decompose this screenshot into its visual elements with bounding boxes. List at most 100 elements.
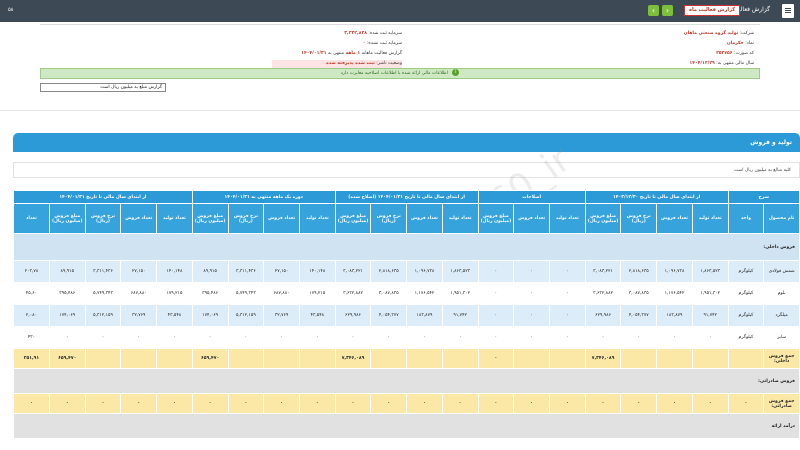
table-cell: ۶۸۷,۸۸۰: [120, 282, 158, 305]
report-type-button[interactable]: گزارش فعالیت ماه: [684, 5, 741, 16]
table-cell: ۰: [441, 326, 479, 349]
table-cell: ۱,۱۷۶,۵۴۲: [656, 282, 693, 305]
mismatch-notice: i اطلاعات مالی ارائه شده با اطلاعات اصلا…: [40, 68, 760, 79]
section-title: تولید و فروش: [13, 133, 800, 152]
export-total-cell: ۰: [120, 393, 158, 414]
column-header: تعداد تولید: [691, 203, 729, 234]
total-cell: ۲۵۱,۹۱: [13, 348, 50, 369]
table-cell: ۵,۷۴۹,۳۴۳: [227, 282, 265, 305]
export-total-label: جمع فروش صادراتی:: [763, 393, 800, 414]
table-cell: ۴۵,۶۰: [13, 282, 50, 305]
table-cell: ۰: [477, 260, 515, 283]
table-cell: ۰: [656, 326, 693, 349]
total-cell: [441, 348, 479, 369]
group-label: فروش صادراتی:: [13, 368, 800, 394]
total-cell: [227, 348, 265, 369]
column-header: تعداد فروش: [513, 203, 550, 234]
table-row: میلگرد کیلوگرم ۹۱,۷۴۲ ۱۸۳,۸۷۹ ۴,۰۵۴,۳۷۷ ۶۲۹,۹…: [13, 304, 800, 327]
table-cell: ۰: [548, 326, 586, 349]
table-cell: ۰: [48, 326, 86, 349]
total-cell: [656, 348, 693, 369]
code-label: کد صورت:: [733, 51, 754, 56]
table-cell: ۵,۳۱۲,۱۵۹: [84, 304, 122, 327]
table-cell: ۱۸۳,۸۷۹: [406, 304, 443, 327]
table-cell: ۱,۹۵۱,۳۰۲: [441, 282, 479, 305]
export-total-cell: ۰: [370, 393, 408, 414]
report-document-icon: [782, 4, 794, 18]
table-cell: ۳۹۵,۴۸۶: [191, 282, 229, 305]
column-header: مبلغ فروش (میلیون ریال): [191, 203, 229, 234]
table-cell: ۸۹,۹۱۵: [191, 260, 229, 283]
table-cell: میلگرد: [763, 304, 800, 327]
export-total-cell: ۰: [620, 393, 658, 414]
table-cell: ۰: [191, 326, 229, 349]
table-cell: ۰: [84, 326, 122, 349]
column-header: مبلغ فروش (میلیون ریال): [477, 203, 515, 234]
table-cell: ۳,۳۱۱,۴۳۶: [84, 260, 122, 283]
table-cell: ۱۷۴,۰۶۹: [191, 304, 229, 327]
table-cell: ۰: [513, 260, 550, 283]
export-total-cell: ۰: [156, 393, 193, 414]
table-cell: ۳۲,۷۶۹: [263, 304, 300, 327]
table-cell: شمش فولادی: [763, 260, 800, 283]
table-cell: ۲۷,۱۵۰: [120, 260, 158, 283]
table-cell: ۳,۰۸۳,۲۲۱: [584, 260, 622, 283]
column-header: تعداد فروش: [263, 203, 300, 234]
column-group-header: شرح: [727, 190, 800, 204]
table-cell: سایر: [763, 326, 800, 349]
export-total-cell: ۰: [727, 393, 765, 414]
table-cell: ۰: [584, 326, 622, 349]
capital-label: سرمایه ثبت شده:: [368, 31, 402, 36]
report-label: گزارش فعالیت ماهانه: [361, 51, 402, 56]
production-sales-table: شرح از ابتدای سال مالی تا تاریخ ۱۴۰۳/۱۲/۳…: [13, 190, 800, 439]
table-cell: ۰: [513, 282, 550, 305]
fiscal-year-label: سال مالی منتهی به:: [716, 61, 754, 66]
unregistered-capital-label: سرمایه ثبت نشده:: [366, 41, 402, 46]
table-cell: ۶۲۹,۹۸۶: [334, 304, 372, 327]
column-header: نرخ فروش (ریال): [370, 203, 408, 234]
unit-select[interactable]: گزارش مبلغ به میلیون ریال است: [40, 83, 166, 92]
prev-arrow-icon[interactable]: ‹: [648, 5, 659, 16]
table-cell: ۸۹,۹۱۵: [48, 260, 86, 283]
table-cell: ۳,۰۸۷,۸۳۵: [370, 282, 408, 305]
total-cell: [620, 348, 658, 369]
column-header: تعداد تولید: [298, 203, 336, 234]
fiscal-year-value: ۱۴۰۴/۱۲/۲۹: [689, 61, 715, 66]
table-cell: ۳,۳۱۱,۴۳۶: [227, 260, 265, 283]
table-cell: ۱,۰۹۶,۷۳۸: [406, 260, 443, 283]
total-cell: [406, 348, 443, 369]
table-cell: ۰: [120, 326, 158, 349]
table-cell: ۳,۶۳۲,۸۸۲: [584, 282, 622, 305]
next-arrow-icon[interactable]: ›: [662, 5, 673, 16]
table-cell: ۰: [477, 326, 515, 349]
export-total-cell: ۰: [406, 393, 443, 414]
export-total-cell: ۰: [191, 393, 229, 414]
table-cell: ۲,۰۸۰: [13, 304, 50, 327]
column-group-header: اصلاحات: [477, 190, 586, 204]
total-row: جمع فروش داخلی: ۷,۳۴۶,۰۸۹ ۰ ۷,۳۴۶,۰۸۹ ۶۵۹,۴۷…: [13, 348, 800, 369]
total-cell: [263, 348, 300, 369]
export-total-cell: ۰: [48, 393, 86, 414]
export-total-cell: ۰: [227, 393, 265, 414]
info-check-icon: i: [452, 69, 460, 76]
export-total-row: جمع فروش صادراتی: ۰ ۰ ۰ ۰ ۰ ۰ ۰ ۰ ۰ ۰ ۰ ۰ ۰ ۰ ۰ ۰ ۰ ۰ ۰ ۰ ۰: [13, 393, 800, 414]
total-cell: [513, 348, 550, 369]
export-total-cell: ۰: [441, 393, 479, 414]
code-value: ۲۵۳۷۵۶: [716, 51, 733, 56]
export-total-cell: ۰: [584, 393, 622, 414]
table-cell: ۰: [263, 326, 300, 349]
table-cell: کیلوگرم: [727, 326, 765, 349]
export-total-cell: ۰: [298, 393, 336, 414]
ending-value: ۱۴۰۴/۰۱/۳۱: [301, 51, 327, 56]
total-cell: ۶۵۹,۴۷۰: [48, 348, 86, 369]
unregistered-capital-value: ۰: [362, 41, 366, 46]
status-highlight: [272, 60, 402, 68]
table-cell: ۰: [477, 282, 515, 305]
column-header: نرخ فروش (ریال): [227, 203, 265, 234]
column-header: نرخ فروش (ریال): [84, 203, 122, 234]
capital-value: ۳,۲۳۲,۸۳۸: [344, 31, 367, 36]
table-cell: ۵,۳۱۲,۱۵۹: [227, 304, 265, 327]
table-cell: ۰: [477, 304, 515, 327]
export-total-cell: ۰: [13, 393, 50, 414]
table-cell: ۹۱,۷۴۲: [691, 304, 729, 327]
